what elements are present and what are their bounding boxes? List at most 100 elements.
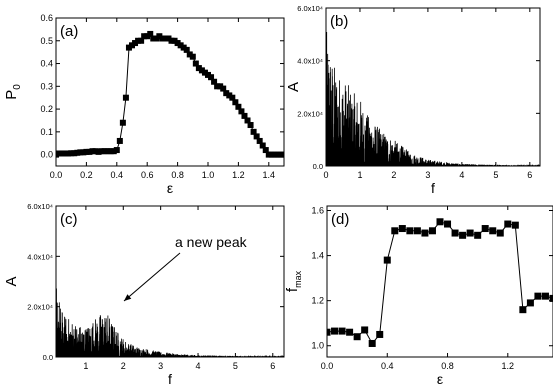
panel-d-point bbox=[327, 328, 331, 336]
panel-a-point bbox=[211, 78, 218, 85]
x-tick-label: 0.0 bbox=[321, 361, 334, 371]
panel-d-point bbox=[549, 294, 553, 302]
panel-a-point bbox=[174, 40, 181, 47]
panel-a-y-ticks: 0.0 0.1 0.2 0.3 0.4 0.5 0.6 bbox=[40, 13, 284, 160]
panel-a-point bbox=[74, 149, 81, 156]
y-tick-label: 2.0x10⁴ bbox=[27, 303, 53, 312]
panel-a-point bbox=[189, 53, 196, 60]
panel-a-point bbox=[214, 83, 221, 90]
panel-a-point bbox=[113, 147, 120, 154]
panel-a-point bbox=[110, 148, 117, 155]
x-tick-label: 0 bbox=[323, 170, 328, 180]
panel-a-point bbox=[217, 83, 224, 90]
panel-a-point bbox=[177, 42, 184, 49]
y-tick-label: 0.1 bbox=[40, 127, 53, 137]
panel-a-point bbox=[238, 108, 245, 115]
y-tick-label: 0.0 bbox=[40, 150, 53, 160]
panel-a-x-label: ε bbox=[167, 180, 173, 196]
panel-a-point bbox=[162, 35, 169, 42]
panel-d-point bbox=[481, 225, 489, 233]
panel-d-point bbox=[436, 218, 444, 226]
panel-a-point bbox=[107, 148, 114, 155]
panel-a-point bbox=[274, 151, 281, 158]
panel-d-y-label-sub: max bbox=[293, 270, 303, 288]
y-tick-label: 4.0x10⁴ bbox=[27, 252, 53, 261]
panel-a-series bbox=[56, 30, 284, 158]
panel-a-point bbox=[271, 151, 278, 158]
panel-a-point bbox=[80, 149, 87, 156]
panel-a-point bbox=[104, 148, 111, 155]
panel-a-point bbox=[125, 44, 132, 51]
panel-c-x-ticks: 1 2 3 4 5 6 bbox=[83, 206, 275, 371]
y-tick-label: 4.0x10⁴ bbox=[297, 57, 323, 66]
y-tick-label: 1.0 bbox=[311, 341, 324, 351]
panel-b-frame bbox=[325, 7, 541, 167]
panel-a-point bbox=[65, 150, 72, 157]
panel-b: 0 1 2 3 4 5 6 0.0 2.0x10⁴ 4.0x10⁴ 6.0x10⁴ (b) f A bbox=[285, 4, 541, 196]
panel-a-point bbox=[180, 44, 187, 51]
panel-d-point bbox=[331, 327, 339, 335]
panel-c-series bbox=[56, 280, 284, 357]
panel-c-annotation-arrowhead bbox=[124, 294, 132, 301]
x-tick-label: 1 bbox=[83, 361, 88, 371]
panel-a-point bbox=[244, 117, 251, 124]
panel-b-y-label: A bbox=[285, 82, 302, 92]
panel-a-point bbox=[62, 150, 69, 157]
panel-a-point bbox=[159, 35, 166, 42]
panel-d-label: (d) bbox=[331, 211, 349, 228]
panel-a-point bbox=[241, 112, 248, 119]
panel-d-y-ticks: 1.0 1.2 1.4 1.6 bbox=[311, 206, 553, 351]
panel-d-point bbox=[368, 339, 376, 347]
y-tick-label: 0.5 bbox=[40, 36, 53, 46]
y-tick-label: 0.4 bbox=[40, 59, 53, 69]
panel-a-point bbox=[198, 67, 205, 74]
panel-c-label: (c) bbox=[60, 211, 78, 228]
panel-a-x-ticks: 0.0 0.2 0.4 0.6 0.8 1.0 1.2 1.4 bbox=[50, 18, 275, 180]
x-tick-label: 3 bbox=[158, 361, 163, 371]
panel-c-x-label: f bbox=[168, 371, 172, 385]
panel-a-point bbox=[220, 85, 227, 92]
panel-a-point bbox=[229, 94, 236, 101]
panel-d-point bbox=[406, 227, 414, 235]
panel-a-y-label-sub: 0 bbox=[12, 84, 23, 90]
panel-c-frame bbox=[55, 205, 285, 358]
y-tick-label: 1.6 bbox=[311, 206, 324, 216]
x-tick-label: 4 bbox=[459, 170, 464, 180]
panel-a-point bbox=[247, 122, 254, 129]
panel-d-point bbox=[428, 227, 436, 235]
panel-d-point bbox=[346, 328, 354, 336]
x-tick-label: 1.4 bbox=[263, 170, 276, 180]
panel-c-annotation-arrow bbox=[123, 252, 181, 302]
x-tick-label: 1.2 bbox=[232, 170, 245, 180]
panel-a-point bbox=[116, 137, 123, 144]
x-tick-label: 4 bbox=[196, 361, 201, 371]
panel-d-point bbox=[376, 330, 384, 338]
panel-a-point bbox=[223, 90, 230, 97]
x-tick-label: 0.8 bbox=[441, 361, 454, 371]
panel-a-point bbox=[135, 37, 142, 44]
panel-a-point bbox=[89, 148, 96, 155]
panel-a-point bbox=[138, 37, 145, 44]
panel-a-point bbox=[186, 51, 193, 58]
panel-d-point bbox=[526, 299, 534, 307]
panel-c-y-label: A bbox=[3, 276, 20, 286]
y-tick-label: 0.0 bbox=[313, 162, 323, 171]
panel-d-point bbox=[338, 327, 346, 335]
panel-a-point bbox=[68, 150, 75, 157]
panel-d-point bbox=[421, 229, 429, 237]
panel-b-series bbox=[326, 31, 540, 166]
panel-a-point bbox=[195, 65, 202, 72]
panel-d-point bbox=[541, 292, 549, 300]
panel-a-point bbox=[95, 148, 102, 155]
panel-a-point bbox=[256, 137, 263, 144]
panel-a-point bbox=[156, 33, 163, 40]
panel-a-point bbox=[226, 92, 233, 99]
panel-b-x-label: f bbox=[431, 180, 435, 196]
panel-a-point bbox=[86, 148, 93, 155]
panel-a-point bbox=[122, 94, 129, 101]
panel-a-point bbox=[165, 35, 172, 42]
panel-a-point bbox=[77, 149, 84, 156]
panel-c-annotation: a new peak bbox=[175, 234, 248, 250]
panel-a-point bbox=[201, 69, 208, 76]
